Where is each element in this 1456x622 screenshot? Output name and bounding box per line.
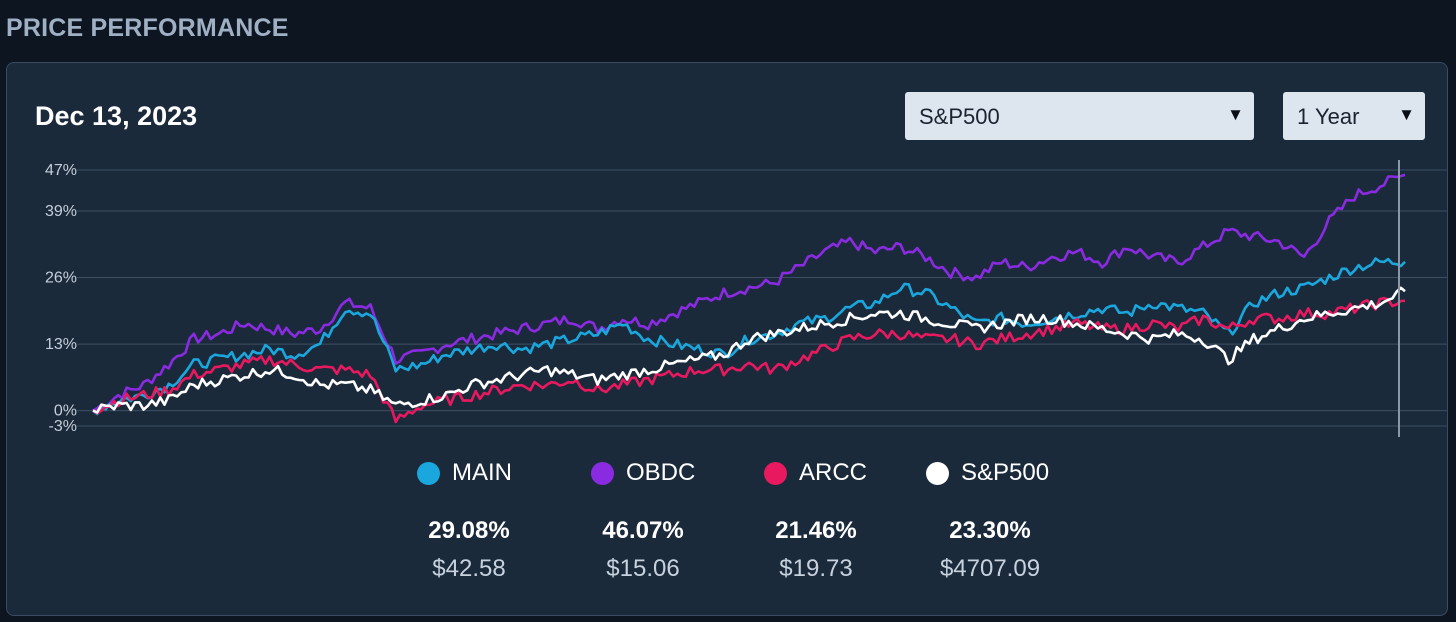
legend-label-main: MAIN [452,459,512,486]
series-line-arcc [92,296,1406,424]
legend-item-sp500[interactable]: S&P500 [926,459,1050,486]
series-line-obdc [92,173,1406,412]
stat-pct-main: 29.08% [428,517,510,544]
y-tick-label: 26% [45,270,77,287]
y-tick-label: 13% [45,336,77,353]
stat-pct-arcc: 21.46% [775,517,857,544]
series-line-main [92,257,1406,416]
y-axis-ticks: 47% 39% 26% 13% 0%-3% [45,162,77,435]
y-tick-label: 47% [45,162,77,179]
stat-price-main: $42.58 [432,555,506,582]
legend-item-main[interactable]: MAIN [417,459,512,486]
stat-price-obdc: $15.06 [606,555,680,582]
benchmark-select-value: S&P500 [919,104,1000,129]
legend-dot-arcc [764,461,787,485]
legend-dot-sp500 [926,461,949,485]
stat-price-sp500: $4707.09 [939,555,1041,582]
chart-grid [77,169,1447,427]
selected-date: Dec 13, 2023 [35,101,198,131]
chart-panel: Dec 13, 2023 S&P500 ▼ 1 Year ▼ 47% 39% 26%… [6,62,1448,616]
legend-item-obdc[interactable]: OBDC [591,459,696,486]
stat-price-arcc: $19.73 [779,555,853,582]
stat-pct-sp500: 23.30% [949,517,1031,544]
y-tick-label: 39% [45,203,77,220]
series-line-sp500 [92,286,1406,414]
y-tick-label: 0% [54,403,77,420]
y-tick-label: -3% [49,418,77,435]
stat-pct-obdc: 46.07% [602,517,684,544]
legend-label-arcc: ARCC [799,459,868,486]
line-chart[interactable]: 47% 39% 26% 13% 0%-3% [7,63,1447,463]
legend-item-arcc[interactable]: ARCC [764,459,868,486]
period-select[interactable]: 1 Year ▼ [1283,92,1425,140]
page-title: PRICE PERFORMANCE [6,14,289,42]
legend-dot-main [417,461,440,485]
benchmark-select[interactable]: S&P500 ▼ [905,92,1254,140]
period-select-value: 1 Year [1297,104,1360,129]
triangle-down-icon: ▼ [1227,105,1244,124]
chart-series [92,173,1406,424]
triangle-down-icon: ▼ [1398,105,1415,124]
legend-label-obdc: OBDC [626,459,696,486]
legend-dot-obdc [591,461,614,485]
legend-label-sp500: S&P500 [961,459,1050,486]
